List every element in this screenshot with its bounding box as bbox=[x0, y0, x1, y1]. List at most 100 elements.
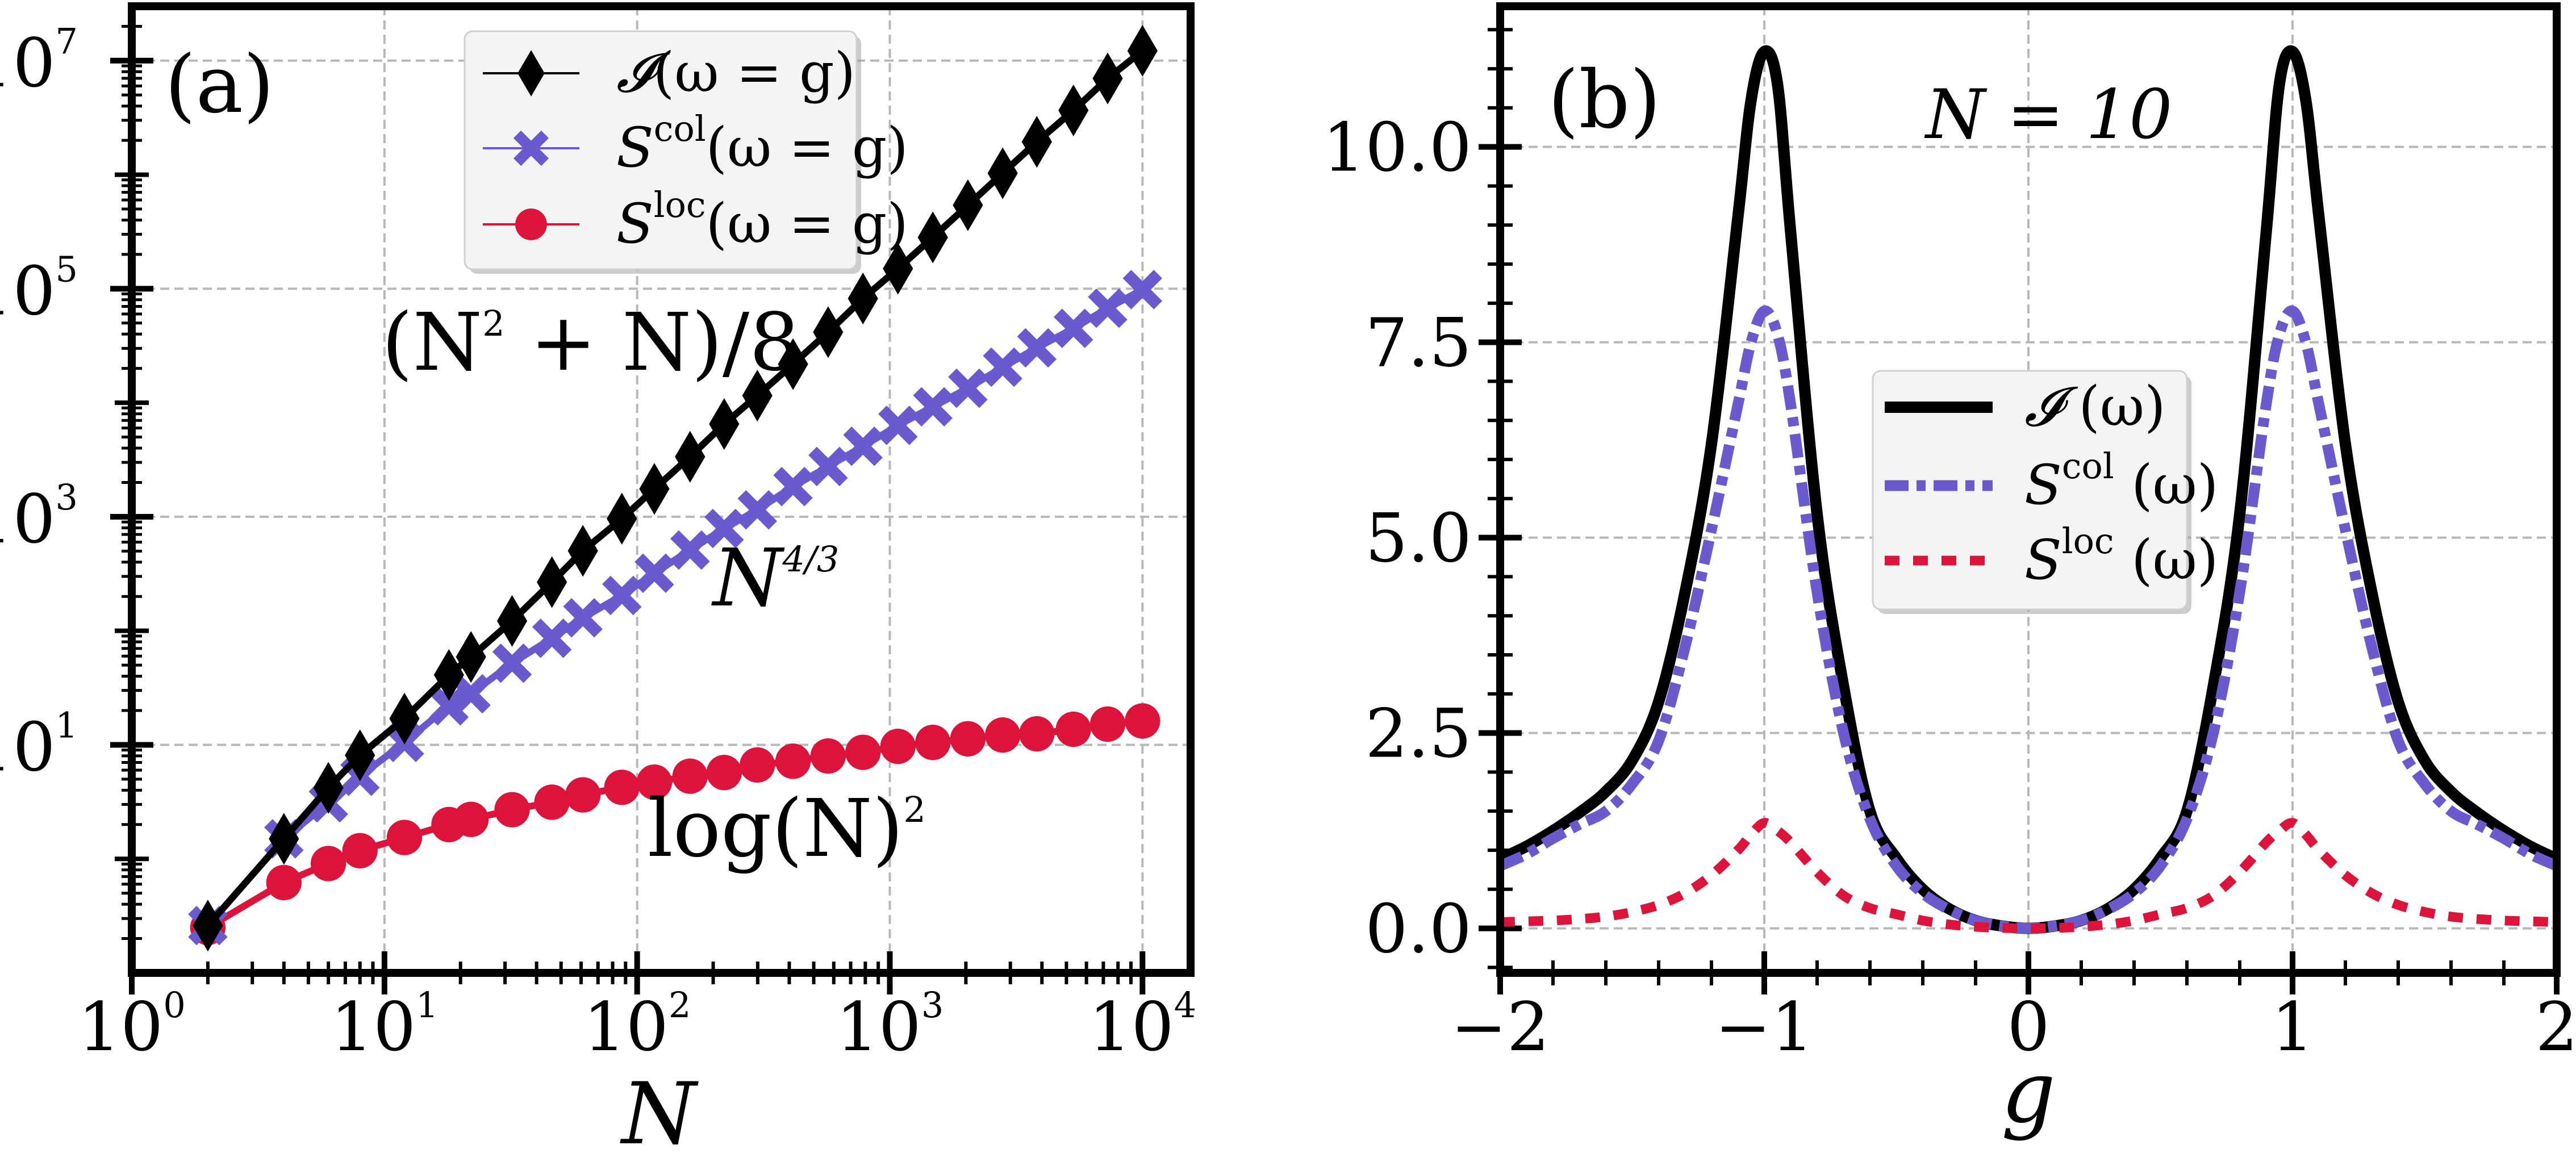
y-tick-exponent: 1 bbox=[56, 704, 78, 746]
x-tick-exponent: 1 bbox=[416, 984, 438, 1026]
x-tick-exponent: 4 bbox=[1174, 984, 1196, 1026]
data-point-loc bbox=[672, 758, 708, 794]
data-point-loc bbox=[636, 764, 673, 800]
data-point-I bbox=[778, 338, 808, 390]
y-tick-label: 105 bbox=[0, 248, 78, 330]
y-tick-label: 7.5 bbox=[1365, 304, 1472, 382]
data-point-I bbox=[269, 813, 299, 865]
x-tick-label: −2 bbox=[1451, 988, 1550, 1066]
data-point-I bbox=[1021, 116, 1052, 168]
panel-b-legend: 𝓘 (ω) Scol (ω)Sloc (ω) bbox=[1872, 370, 2219, 614]
annotation-loc-scaling: log(N)2 bbox=[648, 783, 926, 875]
panel-b-frame bbox=[1496, 2, 2561, 977]
series-line-loc bbox=[1500, 818, 2557, 934]
panel-a-legend: 𝓘(ω = g)Scol(ω = g)Sloc(ω = g) bbox=[464, 30, 908, 274]
x-tick-exponent: 2 bbox=[669, 984, 691, 1026]
x-tick-label: 104 bbox=[1089, 984, 1197, 1066]
data-point-col bbox=[1122, 270, 1163, 310]
data-point-loc bbox=[1089, 706, 1126, 742]
legend-label-loc: Sloc(ω = g) bbox=[616, 184, 908, 256]
annotation-sup: 4/3 bbox=[782, 538, 840, 580]
legend-sup: loc bbox=[2062, 520, 2114, 562]
data-point-loc bbox=[453, 801, 489, 837]
data-point-col bbox=[451, 674, 491, 714]
data-point-loc bbox=[1055, 711, 1091, 747]
annotation-sup: 2 bbox=[482, 303, 504, 344]
annotation-base: log(N) bbox=[648, 783, 903, 875]
data-point-col bbox=[492, 643, 532, 683]
series-loc bbox=[190, 703, 1160, 946]
annotation-sup: 2 bbox=[903, 789, 925, 830]
data-point-loc bbox=[1019, 716, 1055, 752]
legend-label-col: Scol(ω = g) bbox=[616, 108, 908, 179]
data-point-loc bbox=[706, 754, 742, 791]
data-point-loc bbox=[266, 864, 302, 901]
data-point-I bbox=[917, 211, 948, 264]
data-point-col bbox=[773, 466, 813, 507]
legend-label-I: 𝓘(ω = g) bbox=[616, 41, 855, 105]
x-tick-label: 103 bbox=[836, 984, 944, 1066]
x-tick-label: 100 bbox=[78, 984, 186, 1066]
data-point-I bbox=[742, 369, 773, 422]
y-tick-label: 101 bbox=[0, 704, 78, 786]
x-tick-label: 1 bbox=[2271, 988, 2314, 1066]
data-point-I bbox=[193, 900, 223, 952]
data-point-I bbox=[709, 398, 740, 450]
y-tick-exponent: 5 bbox=[56, 248, 78, 290]
annotation-rest: + N)/8 bbox=[505, 296, 800, 389]
legend-base: S bbox=[2024, 453, 2062, 517]
legend-rest: (ω = g) bbox=[706, 192, 908, 256]
data-point-I bbox=[987, 147, 1018, 199]
data-point-I bbox=[883, 243, 913, 295]
data-point-I bbox=[313, 762, 344, 814]
x-tick-label: −1 bbox=[1715, 988, 1814, 1066]
panel-a-frame bbox=[128, 2, 1195, 977]
y-tick-exponent: 7 bbox=[56, 20, 78, 62]
data-point-loc bbox=[494, 792, 530, 828]
data-point-I bbox=[433, 649, 464, 701]
data-point-loc bbox=[775, 743, 811, 779]
data-point-loc bbox=[565, 777, 601, 813]
data-point-I bbox=[813, 306, 844, 358]
panel-b-series bbox=[1500, 45, 2557, 934]
legend-rest: (ω) bbox=[2114, 528, 2219, 592]
x-tick-label: 0 bbox=[2007, 988, 2049, 1066]
data-point-I bbox=[389, 692, 420, 745]
data-point-loc bbox=[985, 717, 1021, 753]
y-tick-label: 103 bbox=[0, 477, 78, 558]
annotation-i-scaling: (N2 + N)/8 bbox=[382, 296, 800, 389]
data-point-I bbox=[639, 463, 670, 515]
data-point-I bbox=[847, 273, 878, 325]
diamond-marker bbox=[517, 50, 545, 97]
data-point-col bbox=[808, 446, 848, 487]
data-point-loc bbox=[534, 784, 570, 820]
legend-rest: (ω) bbox=[2114, 453, 2219, 517]
data-point-I bbox=[345, 729, 375, 781]
data-point-col bbox=[1088, 288, 1128, 328]
y-tick-label: 0.0 bbox=[1365, 890, 1472, 968]
data-point-col bbox=[1017, 328, 1057, 368]
data-point-col bbox=[532, 618, 572, 658]
annotation-base: N bbox=[711, 532, 785, 625]
y-tick-label: 107 bbox=[0, 20, 78, 102]
data-point-col bbox=[670, 530, 710, 570]
legend-rest: (ω = g) bbox=[653, 41, 855, 105]
legend-rest: (ω = g) bbox=[706, 116, 908, 179]
data-point-loc bbox=[880, 728, 916, 764]
panel-b-annotation: N = 10 bbox=[1924, 76, 2173, 154]
data-point-loc bbox=[1125, 703, 1160, 739]
data-point-loc bbox=[386, 820, 423, 855]
y-tick-label: 2.5 bbox=[1365, 695, 1472, 773]
x-tick-label: 2 bbox=[2535, 988, 2576, 1066]
data-point-col bbox=[1054, 308, 1093, 348]
data-point-loc bbox=[950, 721, 986, 757]
data-point-col bbox=[704, 508, 744, 549]
x-tick-label: 102 bbox=[583, 984, 691, 1066]
data-point-I bbox=[1127, 24, 1158, 77]
data-point-col bbox=[878, 406, 918, 445]
legend-sup: loc bbox=[654, 184, 706, 225]
x-tick-exponent: 3 bbox=[921, 984, 943, 1026]
legend-label-col: Scol (ω) bbox=[2024, 445, 2218, 517]
legend-label-I: 𝓘 (ω) bbox=[2024, 375, 2166, 438]
data-point-I bbox=[607, 492, 637, 545]
